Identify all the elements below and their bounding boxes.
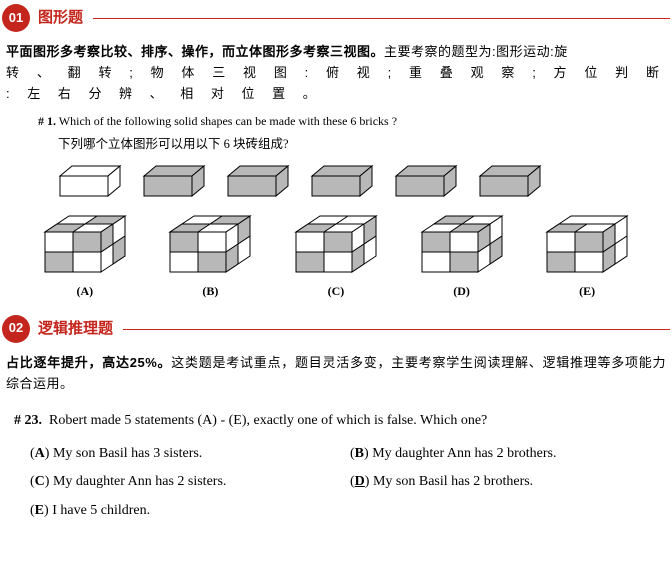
section-1-para-bold: 平面图形多考察比较、排序、操作，而立体图形多考察三视图。 bbox=[6, 44, 384, 59]
cube-a-icon bbox=[41, 210, 129, 278]
q1-text-en: # 1. Which of the following solid shapes… bbox=[38, 112, 652, 131]
brick-4 bbox=[310, 164, 374, 198]
q1-label-a: (A) bbox=[76, 282, 93, 301]
q1-opt-e: (E) bbox=[543, 210, 631, 301]
q23-opt-d: (D) My son Basil has 2 brothers. bbox=[350, 471, 670, 493]
q23-c-text: My daughter Ann has 2 sisters. bbox=[53, 474, 226, 489]
cube-b-icon bbox=[166, 210, 254, 278]
bricks-row bbox=[58, 164, 670, 198]
brick-6 bbox=[478, 164, 542, 198]
q23-body: Robert made 5 statements (A) - (E), exac… bbox=[49, 413, 487, 428]
q1-en: Which of the following solid shapes can … bbox=[59, 114, 397, 128]
q1-opt-b: (B) bbox=[166, 210, 254, 301]
q23-e-text: I have 5 children. bbox=[52, 503, 150, 518]
q23-e-label: E bbox=[35, 503, 44, 518]
q1-options: (A) (B) bbox=[22, 210, 650, 301]
q1-label-d: (D) bbox=[453, 282, 470, 301]
section-1-badge: 01 bbox=[2, 4, 30, 32]
q23-opt-b: (B) My daughter Ann has 2 brothers. bbox=[350, 443, 670, 465]
section-1-header: 01 图形题 bbox=[2, 4, 670, 32]
section-2-title: 逻辑推理题 bbox=[38, 317, 113, 341]
q1-opt-d: (D) bbox=[418, 210, 506, 301]
brick-3 bbox=[226, 164, 290, 198]
brick-5 bbox=[394, 164, 458, 198]
section-2-badge: 02 bbox=[2, 315, 30, 343]
q1-label-c: (C) bbox=[328, 282, 345, 301]
q23-d-label: D bbox=[355, 474, 365, 489]
q23-options: (A) My son Basil has 3 sisters. (B) My d… bbox=[30, 443, 670, 522]
q23-a-label: A bbox=[35, 446, 45, 461]
brick-1 bbox=[58, 164, 122, 198]
q23-text: # 23. Robert made 5 statements (A) - (E)… bbox=[14, 410, 658, 432]
section-2-title-wrap: 02 逻辑推理题 bbox=[2, 315, 123, 343]
q1-prefix: # 1. bbox=[38, 114, 56, 128]
q1-text-cn: 下列哪个立体图形可以用以下 6 块砖组成? bbox=[58, 134, 670, 154]
section-2-header: 02 逻辑推理题 bbox=[2, 315, 670, 343]
section-1-title-wrap: 01 图形题 bbox=[2, 4, 93, 32]
section-1-para-rest-b: 转 、 翻 转 ; 物 体 三 视 图 : 俯 视 ; 重 叠 观 察 ; 方 … bbox=[6, 65, 666, 101]
section-2-para-bold: 占比逐年提升，高达25%。 bbox=[6, 355, 171, 370]
q1-label-b: (B) bbox=[202, 282, 218, 301]
section-1-title: 图形题 bbox=[38, 6, 83, 30]
q23-b-label: B bbox=[355, 446, 364, 461]
q23-c-label: C bbox=[35, 474, 45, 489]
q23-prefix: # 23. bbox=[14, 413, 42, 428]
cube-c-icon bbox=[292, 210, 380, 278]
q23-b-text: My daughter Ann has 2 brothers. bbox=[372, 446, 556, 461]
q1-label-e: (E) bbox=[579, 282, 595, 301]
section-1-para-rest-a: 主要考察的题型为:图形运动:旋 bbox=[384, 44, 568, 59]
section-2-paragraph: 占比逐年提升，高达25%。这类题是考试重点，题目灵活多变，主要考察学生阅读理解、… bbox=[6, 353, 666, 395]
section-1-rule bbox=[18, 18, 670, 19]
q23-opt-a: (A) My son Basil has 3 sisters. bbox=[30, 443, 350, 465]
q1-opt-a: (A) bbox=[41, 210, 129, 301]
q23-d-text: My son Basil has 2 brothers. bbox=[373, 474, 533, 489]
q23-opt-c: (C) My daughter Ann has 2 sisters. bbox=[30, 471, 350, 493]
q1-opt-c: (C) bbox=[292, 210, 380, 301]
section-1-paragraph: 平面图形多考察比较、排序、操作，而立体图形多考察三视图。主要考察的题型为:图形运… bbox=[6, 42, 666, 104]
brick-2 bbox=[142, 164, 206, 198]
q23-opt-e: (E) I have 5 children. bbox=[30, 500, 350, 522]
q23-a-text: My son Basil has 3 sisters. bbox=[53, 446, 202, 461]
cube-d-icon bbox=[418, 210, 506, 278]
cube-e-icon bbox=[543, 210, 631, 278]
